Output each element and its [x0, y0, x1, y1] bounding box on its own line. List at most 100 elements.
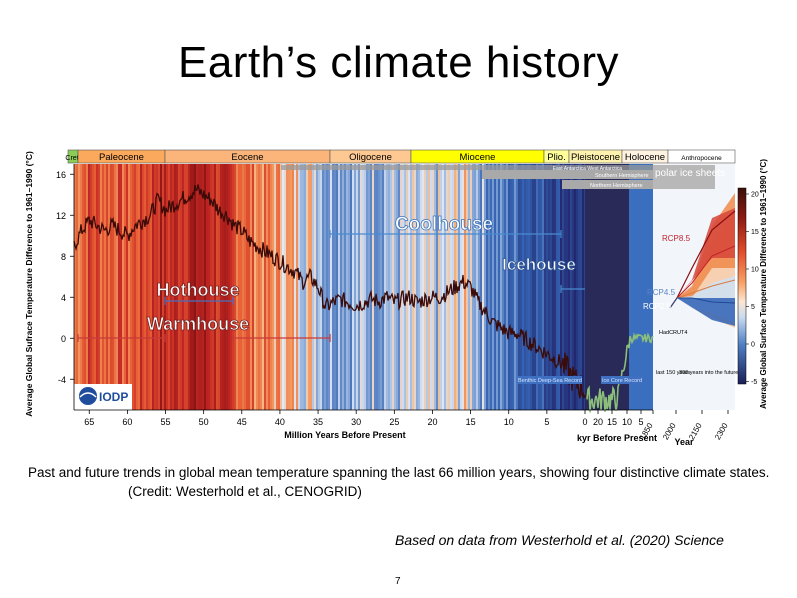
kyr-axis-ticks: 20 15 10 5 — [593, 410, 644, 427]
climate-stripe — [400, 164, 403, 410]
climate-stripe — [414, 164, 417, 410]
temperature-stripes — [74, 164, 653, 410]
climate-stripe — [222, 164, 225, 410]
page-number: 7 — [395, 576, 401, 587]
ice-north-label: Northern Hemisphere — [590, 183, 643, 189]
climate-stripe — [386, 164, 389, 410]
benthic-record-label: Benthic Deep-Sea Record — [518, 378, 582, 384]
x-tick-label: 20 — [427, 417, 437, 427]
climate-stripe — [88, 164, 91, 410]
colorbar-tick-label: 5 — [751, 304, 755, 311]
climate-stripe — [180, 164, 183, 410]
climate-stripe — [520, 164, 523, 410]
climate-stripe — [288, 164, 291, 410]
climate-stripe — [224, 164, 227, 410]
climate-stripe — [132, 164, 135, 410]
state-brackets — [77, 230, 585, 342]
climate-stripe — [264, 164, 267, 410]
climate-stripe — [196, 164, 199, 410]
climate-stripe — [184, 164, 187, 410]
climate-stripe — [432, 164, 435, 410]
climate-stripe — [122, 164, 125, 410]
climate-stripe — [226, 164, 229, 410]
climate-stripe — [334, 164, 337, 410]
climate-stripe — [502, 164, 505, 410]
climate-stripe — [562, 164, 565, 410]
climate-stripe — [102, 164, 105, 410]
x-tick-label: 0 — [582, 417, 587, 427]
climate-stripe — [542, 164, 545, 410]
climate-stripe — [500, 164, 503, 410]
climate-stripe — [94, 164, 97, 410]
epoch-label: Cret. — [65, 155, 80, 162]
climate-stripe — [142, 164, 145, 410]
y-axis-ticks: -4 0 4 8 12 16 — [56, 170, 74, 385]
colorbar-tick-label: 0 — [751, 342, 755, 349]
climate-stripe — [380, 164, 383, 410]
climate-stripe — [356, 164, 359, 410]
climate-stripe — [494, 164, 497, 410]
climate-stripe — [506, 164, 509, 410]
climate-stripe — [354, 164, 357, 410]
ice-core-label: Ice Core Record — [602, 378, 642, 384]
y-tick-label: 0 — [61, 334, 66, 344]
climate-stripe — [78, 164, 81, 410]
climate-stripe — [572, 164, 575, 410]
climate-stripe — [468, 164, 471, 410]
holocene-panel — [629, 164, 653, 410]
climate-stripe — [150, 164, 153, 410]
climate-stripe — [310, 164, 313, 410]
climate-stripe — [268, 164, 271, 410]
epoch-segment — [667, 149, 736, 164]
climate-stripe — [416, 164, 419, 410]
climate-stripe — [578, 164, 581, 410]
climate-stripe — [266, 164, 269, 410]
climate-stripe — [338, 164, 341, 410]
climate-stripe — [474, 164, 477, 410]
climate-stripe — [566, 164, 569, 410]
climate-stripe — [114, 164, 117, 410]
climate-stripe — [162, 164, 165, 410]
climate-stripe — [280, 164, 283, 410]
climate-stripe — [508, 164, 511, 410]
climate-stripe — [206, 164, 209, 410]
hadcrut-label: HadCRUT4 — [659, 330, 687, 336]
climate-stripe — [164, 164, 167, 410]
climate-stripe — [306, 164, 309, 410]
climate-stripe — [512, 164, 515, 410]
climate-stripe — [422, 164, 425, 410]
rcp85-label: RCP8.5 — [662, 234, 691, 243]
y-tick-label: 12 — [56, 211, 66, 221]
climate-stripe — [252, 164, 255, 410]
climate-stripe — [84, 164, 87, 410]
climate-stripe — [472, 164, 475, 410]
climate-stripe — [186, 164, 189, 410]
climate-stripe — [362, 164, 365, 410]
climate-stripe — [146, 164, 149, 410]
climate-stripe — [552, 164, 555, 410]
climate-stripe — [322, 164, 325, 410]
climate-stripe — [346, 164, 349, 410]
climate-stripe — [274, 164, 277, 410]
climate-stripe — [258, 164, 261, 410]
climate-stripe — [80, 164, 83, 410]
climate-stripe — [488, 164, 491, 410]
climate-stripe — [202, 164, 205, 410]
climate-stripe — [540, 164, 543, 410]
climate-stripe — [582, 164, 585, 410]
climate-stripe — [290, 164, 293, 410]
climate-stripe — [460, 164, 463, 410]
climate-stripe — [378, 164, 381, 410]
climate-stripe — [124, 164, 127, 410]
climate-stripe — [444, 164, 447, 410]
state-label-icehouse: Icehouse — [502, 255, 576, 274]
climate-stripe — [198, 164, 201, 410]
x-tick-label: 60 — [122, 417, 132, 427]
climate-stripe — [282, 164, 285, 410]
climate-stripe — [514, 164, 517, 410]
slide-title: Earth’s climate history — [177, 38, 620, 87]
climate-stripe — [524, 164, 527, 410]
climate-stripe — [510, 164, 513, 410]
climate-stripe — [156, 164, 159, 410]
climate-stripe — [174, 164, 177, 410]
